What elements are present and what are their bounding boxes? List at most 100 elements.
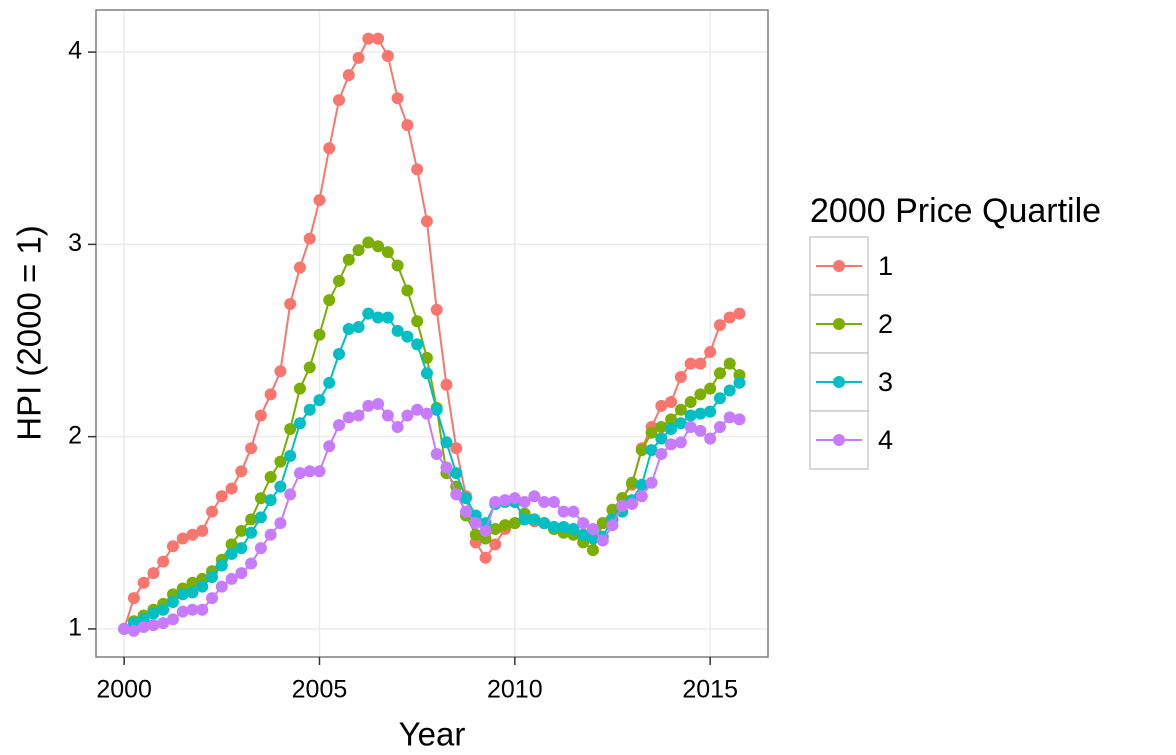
data-point	[665, 422, 678, 435]
data-point	[303, 232, 316, 245]
x-tick-label: 2000	[96, 676, 152, 704]
data-point	[655, 399, 668, 412]
data-point	[704, 432, 717, 445]
data-point	[284, 488, 297, 501]
data-point	[733, 376, 746, 389]
data-point	[196, 603, 209, 616]
data-point	[538, 517, 551, 530]
data-point	[333, 419, 346, 432]
data-point	[264, 494, 277, 507]
panel-border	[95, 9, 769, 658]
data-point	[176, 532, 189, 545]
data-point	[499, 494, 512, 507]
data-point	[586, 544, 599, 557]
plot-panel	[96, 10, 768, 657]
data-point	[430, 303, 443, 316]
data-point	[469, 517, 482, 530]
data-point	[186, 603, 199, 616]
data-point	[401, 284, 414, 297]
data-point	[293, 382, 306, 395]
data-point	[713, 421, 726, 434]
data-point	[684, 396, 697, 409]
data-point	[176, 588, 189, 601]
data-point	[254, 542, 267, 555]
data-point	[342, 322, 355, 335]
data-point	[547, 521, 560, 534]
data-point	[137, 621, 150, 634]
data-point	[372, 32, 385, 45]
data-point	[704, 382, 717, 395]
data-point	[235, 542, 248, 555]
data-point	[381, 409, 394, 422]
data-point	[626, 476, 639, 489]
data-point	[586, 522, 599, 535]
data-point	[674, 371, 687, 384]
data-point	[518, 513, 531, 526]
data-point	[313, 328, 326, 341]
data-point	[733, 307, 746, 320]
data-point	[420, 215, 433, 228]
data-point	[713, 367, 726, 380]
data-point	[274, 517, 287, 530]
data-point	[489, 538, 502, 551]
data-point	[694, 357, 707, 370]
data-point	[352, 321, 365, 334]
data-point	[342, 253, 355, 266]
data-point	[723, 311, 736, 324]
data-point	[206, 505, 219, 518]
data-point	[166, 540, 179, 553]
data-point	[215, 559, 228, 572]
data-point	[538, 496, 551, 509]
data-point	[235, 567, 248, 580]
data-point	[157, 603, 170, 616]
data-point	[127, 592, 140, 605]
data-point	[665, 438, 678, 451]
y-tick-label: 1	[68, 614, 82, 642]
data-point	[245, 442, 258, 455]
data-point	[323, 294, 336, 307]
data-point	[254, 492, 267, 505]
data-point	[362, 399, 375, 412]
data-point	[235, 524, 248, 537]
data-point	[577, 528, 590, 541]
x-tick-label: 2015	[682, 676, 738, 704]
legend-label: 1	[878, 251, 893, 281]
data-point	[723, 357, 736, 370]
data-point	[616, 499, 629, 512]
data-point	[186, 586, 199, 599]
data-point	[206, 571, 219, 584]
data-point	[489, 496, 502, 509]
data-point	[362, 307, 375, 320]
series-line	[123, 312, 741, 630]
legend-label: 4	[878, 425, 893, 455]
data-point	[635, 444, 648, 457]
data-point	[118, 622, 131, 635]
data-point	[401, 119, 414, 132]
data-point	[352, 409, 365, 422]
legend-point	[833, 318, 845, 330]
data-point	[284, 449, 297, 462]
data-point	[274, 455, 287, 468]
data-point	[606, 519, 619, 532]
data-point	[391, 421, 404, 434]
data-point	[411, 403, 424, 416]
data-point	[206, 592, 219, 605]
data-point	[704, 405, 717, 418]
data-point	[577, 517, 590, 530]
data-point	[420, 407, 433, 420]
data-point	[411, 315, 424, 328]
data-point	[665, 396, 678, 409]
data-point	[557, 521, 570, 534]
data-point	[420, 367, 433, 380]
data-point	[352, 51, 365, 64]
data-point	[147, 619, 160, 632]
data-point	[586, 532, 599, 545]
data-point	[264, 388, 277, 401]
data-point	[674, 436, 687, 449]
data-point	[274, 480, 287, 493]
data-point	[713, 319, 726, 332]
data-point	[254, 511, 267, 524]
data-point	[264, 528, 277, 541]
data-point	[372, 240, 385, 253]
